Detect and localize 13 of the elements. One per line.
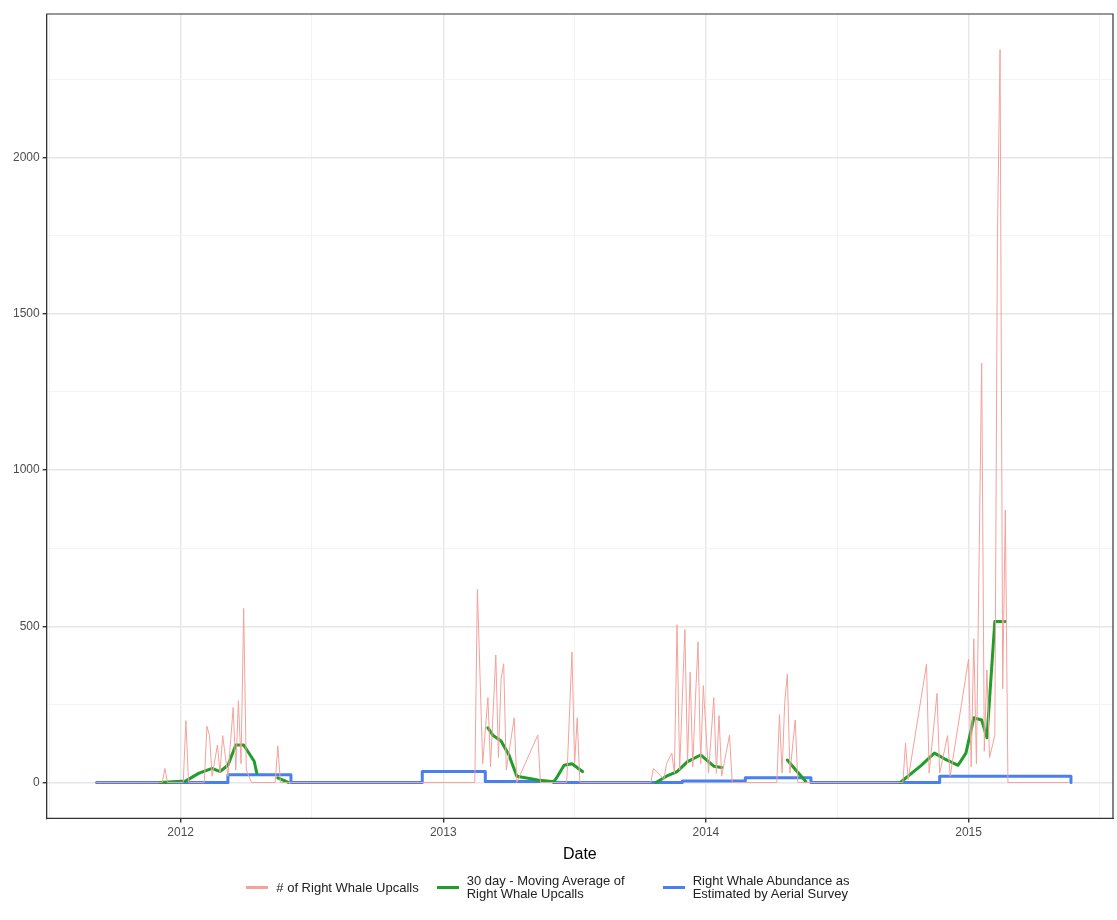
legend-label: # of Right Whale Upcalls	[276, 879, 419, 895]
x-tick-label: 2013	[429, 824, 457, 839]
y-tick-label: 0	[33, 774, 41, 789]
x-axis-title: Date	[562, 844, 597, 862]
y-tick-label: 1500	[12, 306, 41, 321]
legend-label: Right Whale Abundance as Estimated by Aerial Survey	[692, 873, 851, 901]
x-tick-label: 2015	[955, 824, 983, 839]
x-tick-label: 2012	[167, 824, 195, 839]
x-tick-label: 2014	[692, 824, 720, 839]
y-tick-label: 1000	[12, 462, 41, 477]
legend-label: 30 day - Moving Average of Right Whale Upcalls	[466, 873, 626, 901]
y-tick-label: 2000	[12, 150, 41, 165]
y-tick-label: 500	[19, 618, 41, 633]
